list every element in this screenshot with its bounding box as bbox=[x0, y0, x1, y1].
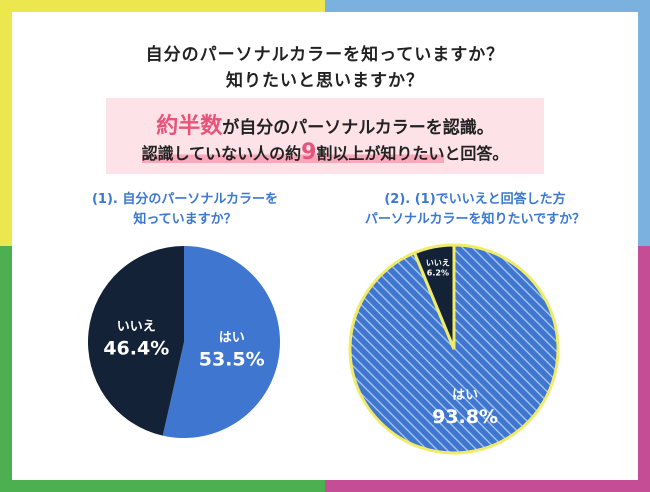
summary-line1: 約半数が自分のパーソナルカラーを認識。 bbox=[106, 108, 544, 140]
frame-left-top bbox=[0, 0, 12, 246]
pie-value-yes: 93.8% bbox=[432, 406, 498, 428]
frame-bottom-left bbox=[0, 480, 325, 492]
pie-label-no: いいえ bbox=[117, 320, 156, 335]
pie-value-no: 6.2% bbox=[427, 268, 449, 277]
pie-value-yes: 53.5% bbox=[199, 348, 265, 370]
pie-slice-yes bbox=[162, 246, 280, 438]
summary-line2-end: と回答。 bbox=[444, 144, 509, 163]
pie-label-yes: はい bbox=[219, 330, 245, 345]
summary-underline-phrase: 認識していない人の約9割以上が知りたい bbox=[141, 140, 445, 165]
frame-top-right bbox=[325, 0, 650, 12]
page-title-line1: 自分のパーソナルカラーを知っていますか？ bbox=[145, 45, 505, 65]
pie-label-yes: はい bbox=[452, 388, 478, 403]
frame-left-bottom bbox=[0, 246, 12, 492]
question-2-line2: パーソナルカラーを知りたいですか？ bbox=[364, 212, 586, 227]
pie-chart-1: はい 53.5% いいえ 46.4% bbox=[87, 246, 280, 438]
question-1-line2: 知っていますか？ bbox=[133, 212, 237, 227]
frame-top-left bbox=[0, 0, 325, 12]
page-title-line2: 知りたいと思いますか？ bbox=[226, 71, 424, 91]
summary-line1-rest: が自分のパーソナルカラーを認識。 bbox=[222, 118, 494, 138]
question-1-line1: (1). 自分のパーソナルカラーを bbox=[91, 192, 278, 207]
pie-slice-no bbox=[87, 246, 184, 436]
frame-right-bottom bbox=[638, 246, 650, 492]
pie-label-no: いいえ bbox=[426, 258, 450, 267]
pie-slice-no bbox=[412, 243, 456, 350]
summary-line2: 認識していない人の約9割以上が知りたいと回答。 bbox=[106, 140, 544, 165]
question-2-line1: (2). (1)でいいえと回答した方 bbox=[384, 192, 566, 207]
frame-bottom-right bbox=[325, 480, 650, 492]
pie-value-no: 46.4% bbox=[103, 338, 169, 360]
summary-line2-number: 9 bbox=[301, 140, 317, 165]
frame-right-top bbox=[638, 0, 650, 246]
question-1: (1). 自分のパーソナルカラーを 知っていますか？ bbox=[60, 190, 310, 230]
summary-box: 約半数が自分のパーソナルカラーを認識。 認識していない人の約9割以上が知りたいと… bbox=[106, 98, 544, 174]
summary-highlight: 約半数 bbox=[156, 114, 223, 139]
question-2: (2). (1)でいいえと回答した方 パーソナルカラーを知りたいですか？ bbox=[325, 190, 625, 230]
summary-line2-b: 割以上が知りたい bbox=[316, 144, 445, 163]
summary-line2-a: 認識していない人の約 bbox=[141, 144, 302, 163]
